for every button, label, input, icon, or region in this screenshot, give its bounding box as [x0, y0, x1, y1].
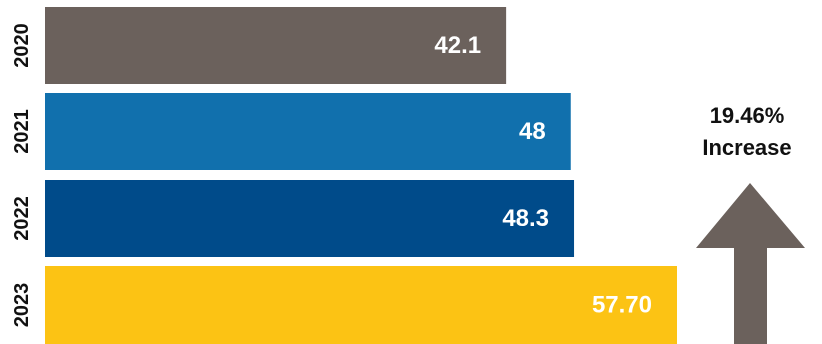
year-label-2022: 2022 [11, 196, 33, 241]
value-labels-group: 42.1 48 48.3 57.70 [434, 32, 652, 319]
increase-callout: 19.46% Increase [672, 100, 822, 164]
year-labels-group: 2020 2021 2022 2023 [11, 23, 33, 327]
value-label-2023: 57.70 [592, 292, 652, 319]
bars-group [45, 7, 677, 344]
bar-2023 [45, 266, 677, 344]
increase-percent: 19.46% [709, 103, 785, 128]
bar-2021 [45, 93, 571, 170]
bar-2020 [45, 7, 507, 84]
up-arrow-icon [696, 183, 805, 344]
value-label-2021: 48 [519, 118, 546, 145]
value-label-2020: 42.1 [434, 32, 481, 59]
value-label-2022: 48.3 [502, 205, 549, 232]
year-label-2020: 2020 [11, 23, 33, 68]
year-label-2023: 2023 [11, 283, 33, 328]
year-label-2021: 2021 [11, 109, 33, 154]
increase-label: Increase [702, 135, 792, 160]
bar-2022 [45, 180, 575, 257]
